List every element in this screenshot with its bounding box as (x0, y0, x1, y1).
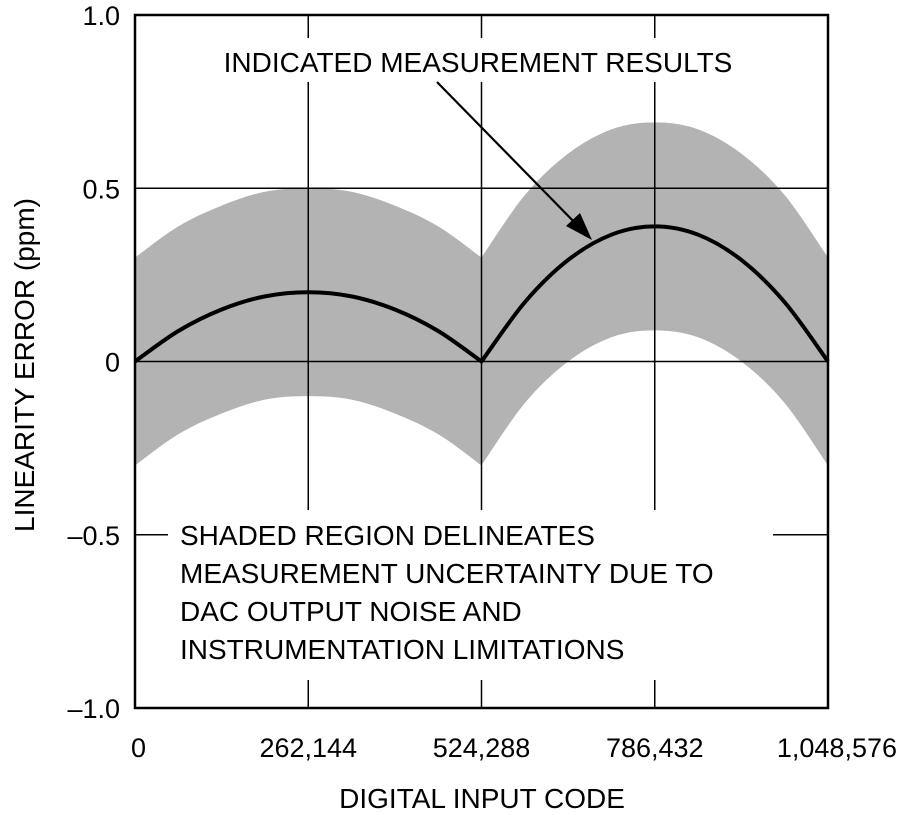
y-axis-label: LINEARITY ERROR (ppm) (9, 198, 40, 532)
annotation-top-text: INDICATED MEASUREMENT RESULTS (224, 47, 733, 78)
annotation-bottom-bg (168, 510, 773, 680)
annotation-bottom-line: DAC OUTPUT NOISE AND (180, 596, 522, 627)
annotation-bottom-line: SHADED REGION DELINEATES (180, 520, 595, 551)
x-tick-label: 1,048,576 (777, 733, 897, 763)
x-tick-label: 0 (131, 733, 146, 763)
annotation-top-bg (190, 38, 760, 82)
annotation-bottom-line: INSTRUMENTATION LIMITATIONS (180, 634, 624, 665)
x-axis-label: DIGITAL INPUT CODE (339, 783, 625, 814)
annotation-arrow-head (566, 213, 592, 240)
x-tick-label: 262,144 (259, 733, 357, 763)
y-tick-label: –0.5 (67, 521, 120, 551)
y-tick-label: 1.0 (82, 1, 120, 31)
y-tick-label: 0 (105, 348, 120, 378)
x-tick-label: 524,288 (433, 733, 531, 763)
annotation-bottom-line: MEASUREMENT UNCERTAINTY DUE TO (180, 558, 714, 589)
y-tick-label: –1.0 (67, 694, 120, 724)
x-tick-label: 786,432 (606, 733, 704, 763)
measurement-line (133, 224, 830, 364)
y-tick-label: 0.5 (82, 174, 120, 204)
annotation-layer: INDICATED MEASUREMENT RESULTS SHADED REGI… (168, 38, 773, 680)
measurement-line-layer (133, 224, 830, 364)
tick-label-layer: 0 262,144 524,288 786,432 1,048,576 –1.0 –0.5 0… (67, 1, 897, 763)
annotation-arrow-shaft (436, 81, 583, 231)
